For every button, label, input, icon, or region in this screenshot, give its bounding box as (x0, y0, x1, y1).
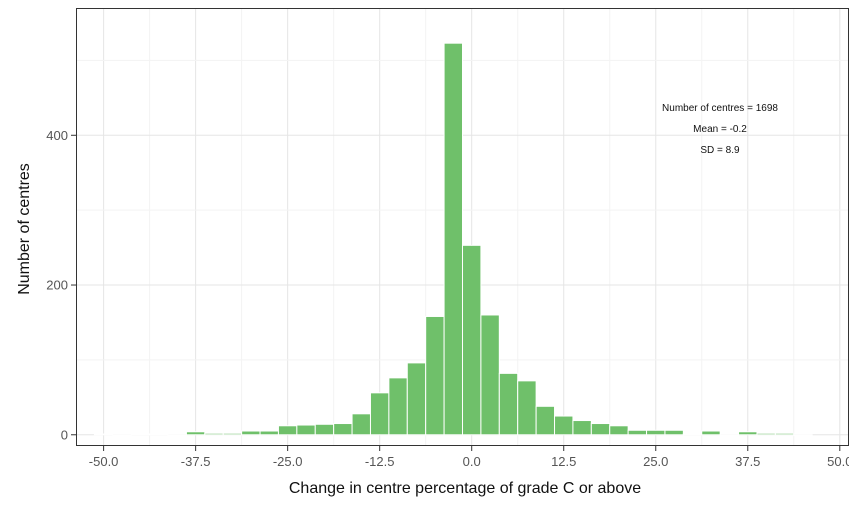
histogram-bar (406, 362, 427, 436)
x-tick-label: 37.5 (735, 454, 760, 469)
histogram-bar (738, 431, 758, 436)
histogram-bar (149, 433, 169, 436)
histogram-bar (462, 244, 482, 436)
histogram-bar (719, 434, 740, 437)
x-tick-label: -12.5 (365, 454, 395, 469)
x-axis-label: Change in centre percentage of grade C o… (289, 480, 641, 497)
x-tick-label: 25.0 (643, 454, 668, 469)
histogram-bar (498, 372, 519, 436)
histogram-bar (756, 432, 776, 436)
annotation-count: Number of centres = 1698 (662, 103, 778, 114)
x-tick-label: 50.0 (827, 454, 849, 469)
histogram-bar (333, 423, 353, 436)
x-tick-label: -50.0 (89, 454, 119, 469)
histogram-bar (314, 423, 335, 436)
histogram-bar (369, 392, 390, 436)
annotation-mean: Mean = -0.2 (693, 124, 747, 135)
histogram-bar (130, 433, 151, 436)
x-axis-ticks: -50.0 -37.5 -25.0 -12.5 0.0 12.5 25.0 37.5 50.0 (89, 446, 849, 469)
histogram-bar (774, 432, 795, 436)
histogram-bar (646, 429, 666, 436)
histogram-bar (627, 429, 648, 436)
histogram-bar (241, 430, 261, 436)
histogram-bar (480, 314, 500, 436)
histogram-bar (793, 434, 813, 437)
histogram-bar (701, 430, 721, 436)
y-tick-label: 400 (46, 128, 68, 143)
x-tick-label: 0.0 (463, 454, 481, 469)
histogram-bar (682, 433, 703, 436)
histogram-bar (535, 405, 556, 436)
annotation-sd: SD = 8.9 (700, 145, 740, 156)
histogram-bar (259, 430, 279, 436)
histogram-bar (93, 433, 114, 436)
bars-layer (93, 42, 813, 437)
x-tick-label: 12.5 (551, 454, 576, 469)
histogram-bar (296, 424, 316, 436)
x-tick-label: -25.0 (273, 454, 303, 469)
histogram-bar (351, 413, 371, 436)
histogram-bar (609, 425, 629, 436)
histogram-bar (185, 431, 206, 436)
histogram-bar (554, 415, 574, 436)
x-tick-label: -37.5 (181, 454, 211, 469)
histogram-bar (517, 380, 537, 436)
y-tick-label: 200 (46, 278, 68, 293)
y-tick-label: 0 (61, 427, 68, 442)
histogram-bar (590, 423, 611, 436)
histogram-bar (167, 434, 187, 437)
histogram-bar (222, 432, 243, 436)
y-axis-ticks: 0 200 400 (46, 128, 76, 442)
histogram-bar (572, 420, 592, 436)
histogram-bar (388, 377, 408, 436)
histogram-bar (425, 315, 445, 436)
histogram-bar (204, 432, 224, 436)
histogram-bar (112, 434, 132, 437)
histogram-bar (277, 425, 298, 436)
histogram-bar (664, 429, 684, 436)
histogram-bar (443, 42, 464, 436)
y-axis-label: Number of centres (16, 163, 33, 295)
